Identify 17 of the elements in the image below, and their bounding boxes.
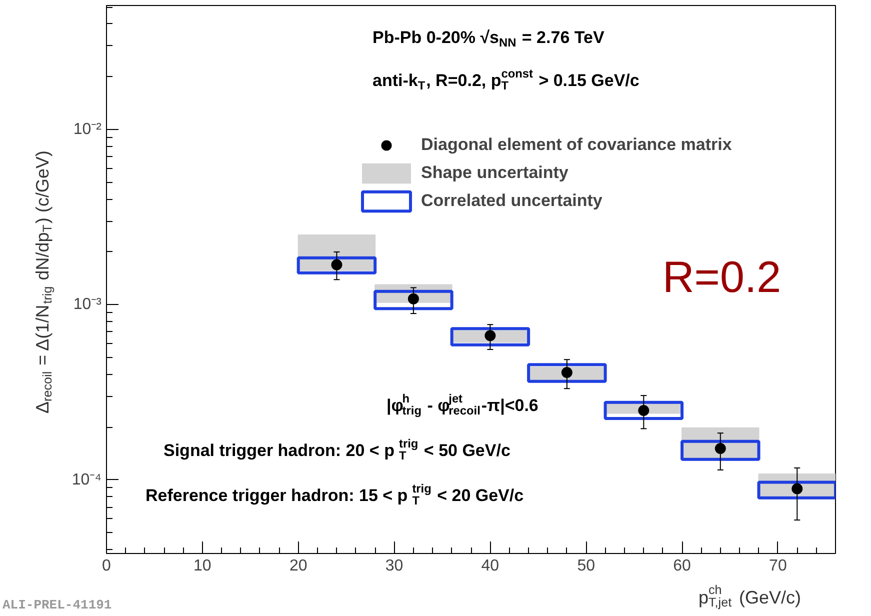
x-tick-label: 10 — [194, 558, 212, 574]
legend-label: Correlated uncertainty — [421, 191, 602, 211]
legend-label: Shape uncertainty — [421, 163, 568, 183]
y-tick-label: 10⁻² — [73, 120, 102, 138]
x-tick-label: 70 — [769, 558, 787, 574]
x-tick-label: 50 — [577, 558, 596, 574]
legend-label: Diagonal element of covariance matrix — [421, 135, 732, 155]
y-tick-label: 10⁻⁴ — [72, 471, 102, 488]
y-axis-title: Δrecoil = Δ(1/Ntrig dN/dpT) (c/GeV) — [32, 150, 55, 414]
text: ALI-PREL-41191 — [2, 598, 112, 612]
x-tick-label: 60 — [673, 558, 692, 574]
x-tick-label: 30 — [385, 558, 404, 574]
x-tick-label: 0 — [102, 558, 112, 574]
y-tick-label: 10⁻³ — [73, 296, 102, 314]
x-tick-label: 20 — [289, 558, 308, 574]
x-tick-label: 40 — [481, 558, 500, 574]
annotation: R=0.2 — [662, 253, 782, 302]
